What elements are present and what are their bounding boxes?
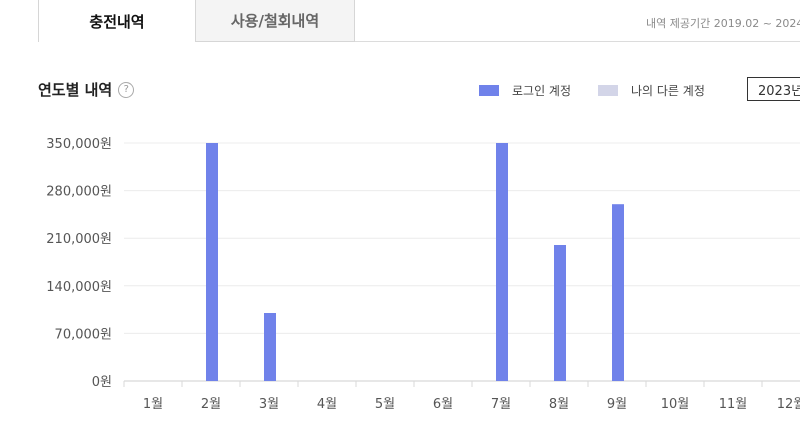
y-tick-label: 350,000원 (46, 137, 112, 152)
y-tick-label: 210,000원 (46, 232, 112, 247)
legend-item-login-account: 로그인 계정 (479, 82, 571, 99)
question-circle-icon[interactable]: ? (118, 81, 135, 98)
bar (554, 245, 566, 381)
legend-label-other-account: 나의 다른 계정 (631, 84, 705, 98)
legend-item-other-account: 나의 다른 계정 (598, 82, 705, 99)
tab-usage-withdrawal-history[interactable]: 사용/철회내역 (196, 0, 355, 42)
x-tick-label: 11월 (719, 397, 748, 412)
bar (264, 313, 276, 381)
legend-label-login-account: 로그인 계정 (512, 84, 572, 98)
bar (496, 143, 508, 381)
x-tick-label: 6월 (433, 397, 453, 412)
legend-swatch-other-account (598, 85, 618, 96)
x-tick-label: 4월 (317, 397, 337, 412)
x-tick-label: 10월 (661, 397, 690, 412)
x-tick-label: 7월 (491, 397, 511, 412)
x-tick-label: 9월 (607, 397, 627, 412)
y-tick-label: 280,000원 (46, 185, 112, 200)
tab-divider (355, 41, 800, 42)
y-tick-label: 70,000원 (55, 327, 112, 342)
bar (206, 143, 218, 381)
x-tick-label: 12월 (777, 397, 800, 412)
x-tick-label: 3월 (259, 397, 279, 412)
legend-swatch-login-account (479, 85, 499, 96)
year-select-value: 2023년 (758, 83, 800, 99)
x-tick-label: 5월 (375, 397, 395, 412)
bar (612, 204, 624, 381)
x-tick-label: 2월 (201, 397, 221, 412)
x-tick-label: 8월 (549, 397, 569, 412)
y-tick-label: 0원 (92, 375, 112, 390)
year-select[interactable]: 2023년 (747, 77, 800, 101)
tab-charge-history[interactable]: 충전내역 (38, 0, 196, 42)
y-tick-label: 140,000원 (46, 280, 112, 295)
section-title-label: 연도별 내역 (38, 81, 113, 99)
x-tick-label: 1월 (143, 397, 163, 412)
tab-bar: 충전내역 사용/철회내역 (0, 0, 800, 42)
section-title: 연도별 내역 ? (38, 79, 135, 100)
history-period-text: 내역 제공기간 2019.02 ~ 2024 (646, 17, 800, 30)
